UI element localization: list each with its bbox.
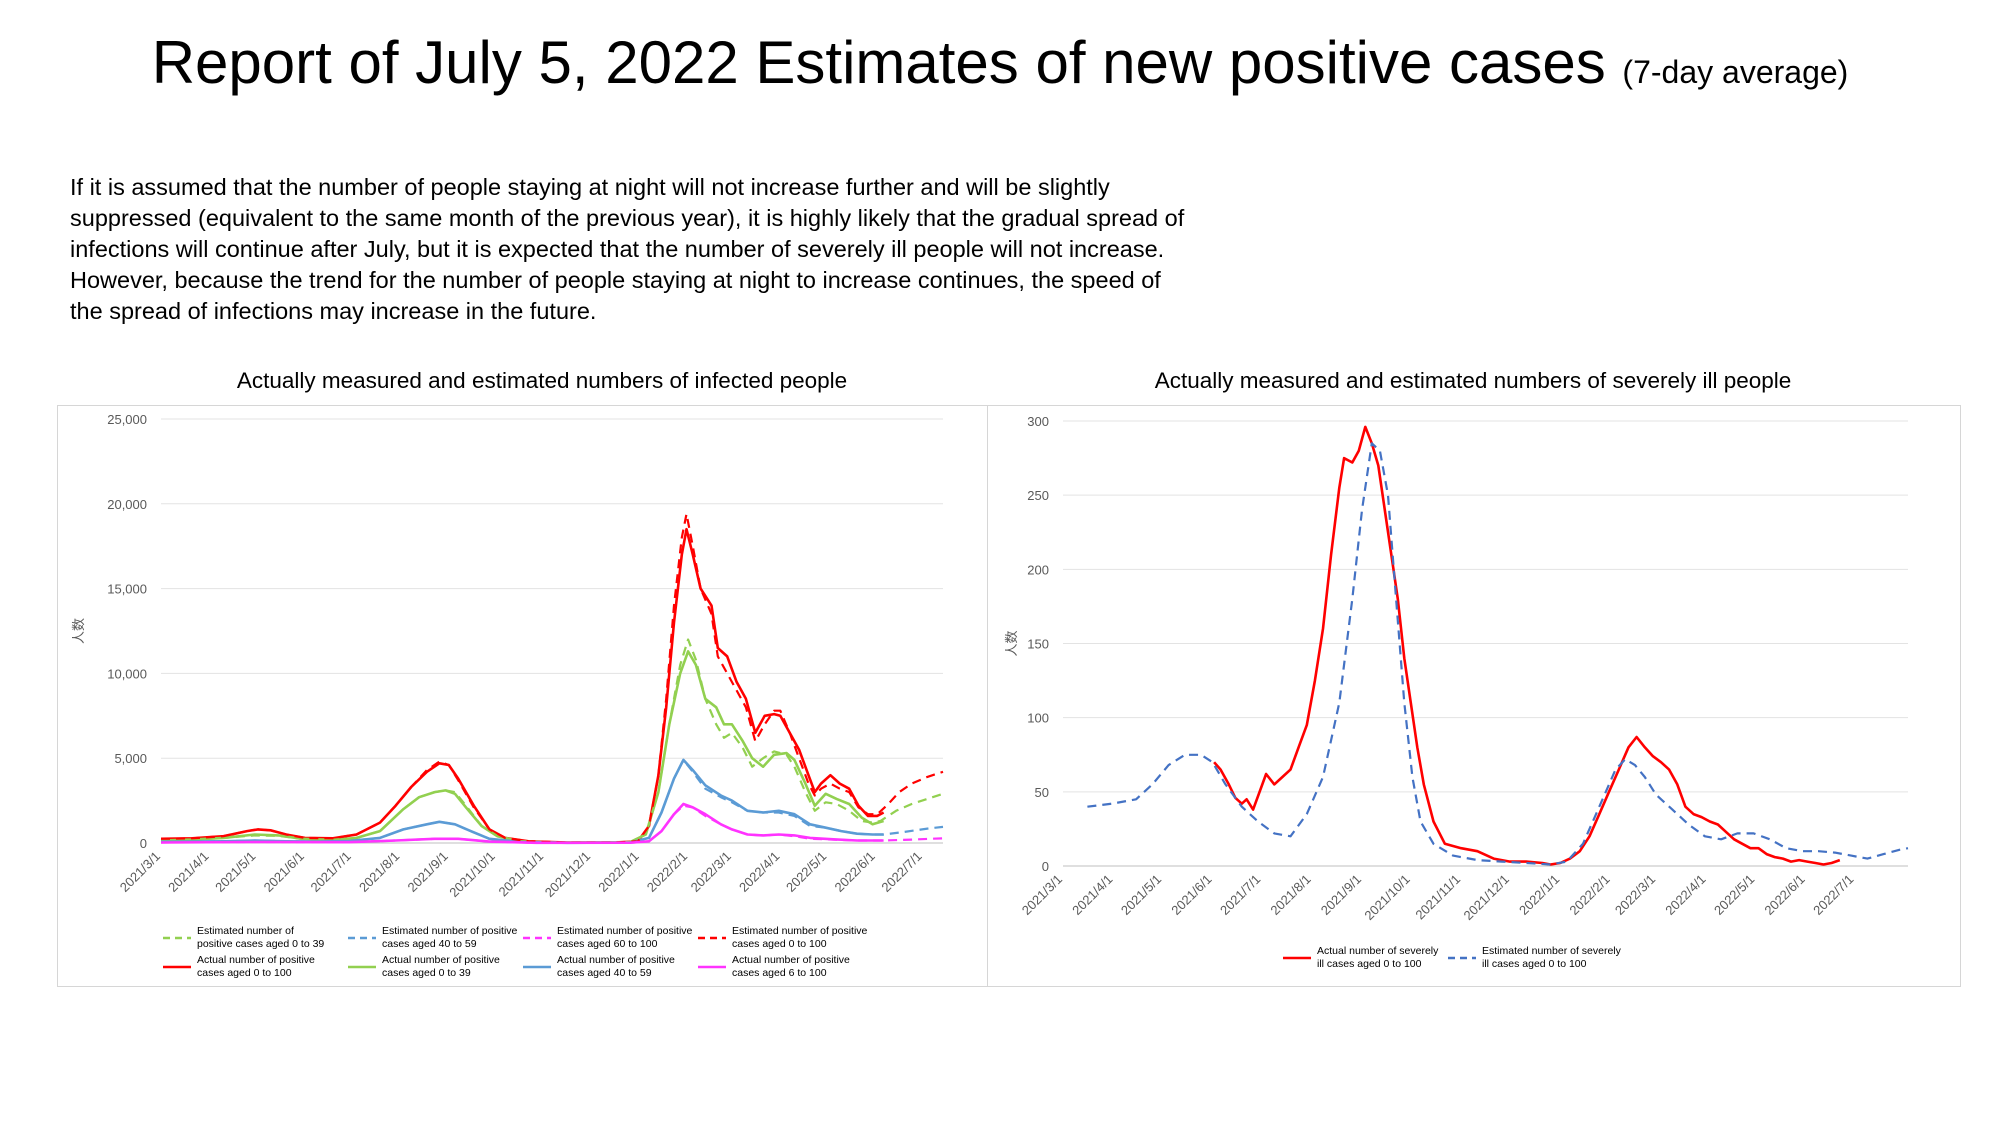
series-line-1: [160, 527, 885, 844]
legend-label: Actual number of severely: [1317, 945, 1439, 957]
x-tick-label: 2022/3/1: [1612, 872, 1658, 918]
series-line-5: [160, 758, 884, 845]
slide-title: Report of July 5, 2022 Estimates of new …: [0, 28, 2000, 97]
y-tick-label: 0: [1042, 859, 1049, 874]
x-tick-label: 2022/5/1: [783, 849, 829, 895]
legend-label: Estimated number of positive: [382, 925, 518, 937]
y-tick-label: 10,000: [107, 666, 147, 681]
slide-title-main: Report of July 5, 2022 Estimates of new …: [151, 29, 1606, 96]
y-tick-label: 50: [1035, 785, 1049, 800]
x-tick-label: 2022/7/1: [1810, 872, 1856, 918]
y-tick-label: 0: [140, 836, 147, 851]
legend-label: positive cases aged 0 to 39: [197, 938, 324, 950]
legend-label: cases aged 0 to 100: [732, 938, 827, 950]
y-tick-label: 20,000: [107, 497, 147, 512]
series-line-3: [160, 650, 884, 844]
legend-label: cases aged 6 to 100: [732, 967, 827, 979]
legend-label: cases aged 40 to 59: [557, 967, 652, 979]
legend-label: Estimated number of positive: [732, 925, 868, 937]
severe-chart-panel: 0 50 100 150 200 250 300 人数 2021/3/1 2021/4/1 2021…: [987, 405, 1961, 987]
legend-label: cases aged 0 to 39: [382, 967, 471, 979]
y-axis-label: 人数: [71, 618, 86, 644]
x-tick-label: 2021/6/1: [1168, 872, 1214, 918]
legend-label: ill cases aged 0 to 100: [1317, 958, 1422, 970]
x-tick-label: 2021/5/1: [1118, 872, 1164, 918]
x-tick-label: 2022/7/1: [878, 849, 924, 895]
series-line-4: [160, 804, 944, 844]
infected-chart-panel: 0 5,000 10,000 15,000 20,000 25,000 人数 2021/3/1…: [57, 405, 1029, 987]
x-tick-label: 2021/4/1: [1069, 872, 1115, 918]
x-tick-label: 2021/12/1: [1460, 872, 1512, 924]
legend-label: cases aged 0 to 100: [197, 967, 292, 979]
y-axis-label: 人数: [1004, 630, 1019, 656]
series-line-1: [1087, 442, 1909, 866]
x-tick-label: 2022/1/1: [595, 849, 641, 895]
legend-label: Actual number of positive: [557, 954, 675, 966]
intro-line: the spread of infections may increase in…: [70, 298, 597, 324]
x-tick-label: 2021/10/1: [446, 849, 498, 901]
x-tick-label: 2021/4/1: [165, 849, 211, 895]
legend-label: ill cases aged 0 to 100: [1482, 958, 1587, 970]
legend-label: Actual number of positive: [732, 954, 850, 966]
x-tick-label: 2021/12/1: [542, 849, 594, 901]
intro-line: suppressed (equivalent to the same month…: [70, 205, 1185, 231]
y-tick-label: 5,000: [114, 751, 147, 766]
series-line-0: [1213, 425, 1841, 866]
legend-label: Actual number of positive: [197, 954, 315, 966]
y-tick-label: 25,000: [107, 412, 147, 427]
severe-chart-title: Actually measured and estimated numbers …: [1154, 368, 1792, 393]
x-tick-label: 2021/9/1: [1318, 872, 1364, 918]
intro-line: infections will continue after July, but…: [70, 236, 1165, 262]
x-tick-label: 2022/4/1: [736, 849, 782, 895]
x-tick-label: 2022/3/1: [688, 849, 734, 895]
legend-label: cases aged 40 to 59: [382, 938, 477, 950]
x-tick-label: 2021/3/1: [117, 849, 163, 895]
x-tick-label: 2021/8/1: [1267, 872, 1313, 918]
legend-label: Estimated number of severely: [1482, 945, 1622, 957]
x-tick-label: 2022/2/1: [1566, 872, 1612, 918]
x-tick-label: 2021/9/1: [405, 849, 451, 895]
x-tick-label: 2021/10/1: [1361, 872, 1413, 924]
x-tick-label: 2021/7/1: [1217, 872, 1263, 918]
x-tick-label: 2021/11/1: [1412, 872, 1463, 923]
series-line-7: [160, 802, 884, 845]
legend-label: Actual number of positive: [382, 954, 500, 966]
x-tick-label: 2021/11/1: [495, 849, 546, 900]
x-tick-label: 2022/1/1: [1516, 872, 1562, 918]
infected-chart-title: Actually measured and estimated numbers …: [236, 368, 848, 393]
legend-label: Estimated number of positive: [557, 925, 693, 937]
x-tick-label: 2021/8/1: [356, 849, 402, 895]
x-tick-label: 2021/7/1: [308, 849, 354, 895]
y-tick-label: 100: [1027, 711, 1049, 726]
x-tick-label: 2022/6/1: [1761, 872, 1807, 918]
infected-chart: 0 5,000 10,000 15,000 20,000 25,000 人数 2021/3/1…: [71, 412, 944, 979]
slide-title-suffix: (7-day average): [1622, 54, 1849, 90]
intro-line: However, because the trend for the numbe…: [70, 267, 1161, 293]
x-tick-label: 2022/4/1: [1662, 872, 1708, 918]
intro-line: If it is assumed that the number of peop…: [70, 174, 1110, 200]
x-tick-label: 2021/5/1: [212, 849, 258, 895]
series-line-0: [160, 638, 944, 844]
x-tick-label: 2022/5/1: [1711, 872, 1757, 918]
y-tick-label: 15,000: [107, 582, 147, 597]
y-tick-label: 150: [1027, 637, 1049, 652]
series-line-6: [160, 512, 944, 844]
x-tick-label: 2022/2/1: [644, 849, 690, 895]
x-tick-label: 2022/6/1: [831, 849, 877, 895]
intro-paragraph: If it is assumed that the number of peop…: [70, 172, 1320, 327]
x-tick-label: 2021/6/1: [261, 849, 307, 895]
legend-label: cases aged 60 to 100: [557, 938, 658, 950]
y-tick-label: 200: [1027, 562, 1049, 577]
x-tick-label: 2021/3/1: [1019, 872, 1065, 918]
legend-label: Estimated number of: [197, 925, 294, 937]
y-tick-label: 300: [1027, 414, 1049, 429]
y-tick-label: 250: [1027, 488, 1049, 503]
